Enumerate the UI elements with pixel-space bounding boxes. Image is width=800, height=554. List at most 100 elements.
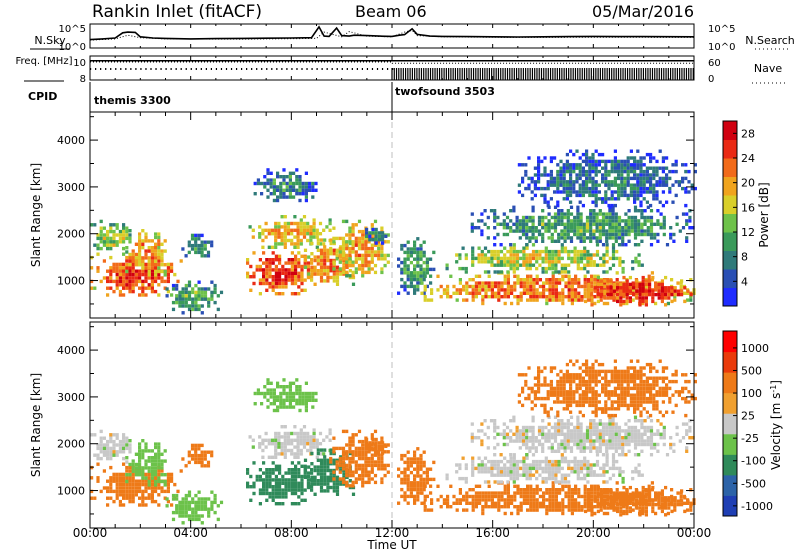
range-gate-cell (585, 226, 590, 230)
range-gate-cell (685, 236, 689, 240)
range-gate-cell (332, 260, 336, 264)
range-gate-cell (409, 491, 413, 495)
range-gate-cell (565, 183, 569, 187)
range-gate-cell (206, 240, 211, 244)
range-gate-cell (377, 460, 381, 464)
range-gate-cell (266, 381, 270, 385)
range-gate-cell (641, 289, 645, 293)
range-gate-cell (509, 219, 513, 223)
range-gate-cell (558, 491, 562, 495)
range-gate-cell (194, 290, 198, 295)
range-gate-cell (248, 225, 252, 229)
range-gate-cell (588, 159, 592, 164)
range-gate-cell (297, 488, 301, 492)
range-gate-cell (403, 257, 407, 261)
range-gate-cell (573, 249, 577, 254)
range-gate-cell (274, 468, 278, 472)
range-gate-cell (597, 197, 601, 201)
range-gate-cell (367, 253, 371, 258)
range-gate-cell (655, 169, 659, 174)
range-gate-cell (591, 183, 595, 187)
range-gate-cell (300, 278, 304, 282)
range-gate-cell (400, 470, 404, 475)
range-gate-cell (436, 274, 440, 278)
range-gate-cell (528, 219, 532, 223)
range-gate-cell (276, 398, 280, 402)
range-gate-cell (532, 498, 536, 502)
range-gate-cell (474, 491, 478, 495)
range-gate-cell (267, 455, 271, 459)
range-gate-cell (597, 190, 601, 194)
range-gate-cell (287, 271, 291, 275)
range-gate-cell (134, 486, 138, 490)
range-gate-cell (608, 229, 612, 233)
range-gate-cell (560, 270, 564, 274)
range-gate-cell (200, 297, 204, 301)
range-gate-cell (276, 195, 280, 199)
range-gate-cell (493, 473, 497, 477)
range-gate-cell (290, 258, 294, 262)
range-gate-cell (258, 502, 262, 506)
range-gate-cell (409, 247, 413, 251)
range-gate-cell (567, 263, 571, 267)
range-gate-cell (601, 200, 605, 204)
range-gate-cell (293, 221, 297, 226)
range-gate-cell (602, 260, 606, 264)
range-gate-cell (285, 188, 289, 192)
range-gate-cell (328, 438, 332, 442)
range-gate-cell (154, 479, 158, 484)
range-gate-cell (625, 292, 629, 297)
range-gate-cell (445, 476, 449, 481)
range-gate-cell (260, 181, 264, 186)
range-gate-cell (290, 251, 294, 255)
range-gate-cell (282, 168, 286, 172)
range-gate-cell (319, 475, 324, 479)
range-gate-cell (345, 270, 349, 275)
range-gate-cell (335, 482, 340, 486)
range-gate-cell (147, 479, 151, 484)
range-gate-cell (187, 514, 192, 518)
range-gate-cell (596, 282, 600, 287)
range-gate-cell (274, 268, 278, 272)
range-gate-cell (563, 215, 567, 220)
range-gate-cell (138, 452, 142, 456)
range-gate-cell (633, 205, 638, 209)
range-gate-cell (194, 307, 198, 312)
range-gate-cell (312, 442, 316, 446)
range-gate-cell (623, 163, 627, 167)
range-gate-cell (187, 304, 192, 308)
range-gate-cell (403, 460, 407, 465)
range-gate-cell (150, 496, 154, 500)
range-gate-cell (112, 499, 116, 504)
range-gate-cell (406, 477, 410, 482)
range-gate-cell (191, 307, 195, 312)
colorbar-frame (722, 120, 738, 307)
range-gate-cell (147, 459, 151, 463)
range-gate-cell (361, 267, 365, 271)
range-gate-cell (122, 439, 126, 444)
range-gate-cell (339, 269, 343, 273)
range-gate-cell (348, 436, 352, 440)
range-gate-cell (639, 166, 643, 170)
range-gate-cell (587, 286, 591, 290)
range-gate-cell (591, 152, 595, 157)
range-gate-cell (442, 291, 446, 295)
range-gate-cell (625, 296, 629, 300)
range-gate-cell (470, 212, 474, 216)
range-gate-cell (141, 242, 145, 246)
range-gate-cell (380, 480, 384, 485)
range-gate-cell (365, 437, 369, 442)
range-gate-cell (496, 473, 500, 477)
range-gate-cell (493, 226, 497, 230)
range-gate-cell (515, 229, 519, 233)
range-gate-cell (590, 288, 594, 292)
range-gate-cell (184, 497, 188, 501)
range-gate-cell (553, 219, 558, 223)
range-gate-cell (341, 253, 346, 258)
range-gate-cell (598, 239, 602, 243)
range-gate-cell (299, 242, 303, 246)
range-gate-cell (528, 260, 532, 264)
range-gate-cell (413, 240, 417, 244)
range-gate-cell (573, 219, 577, 223)
